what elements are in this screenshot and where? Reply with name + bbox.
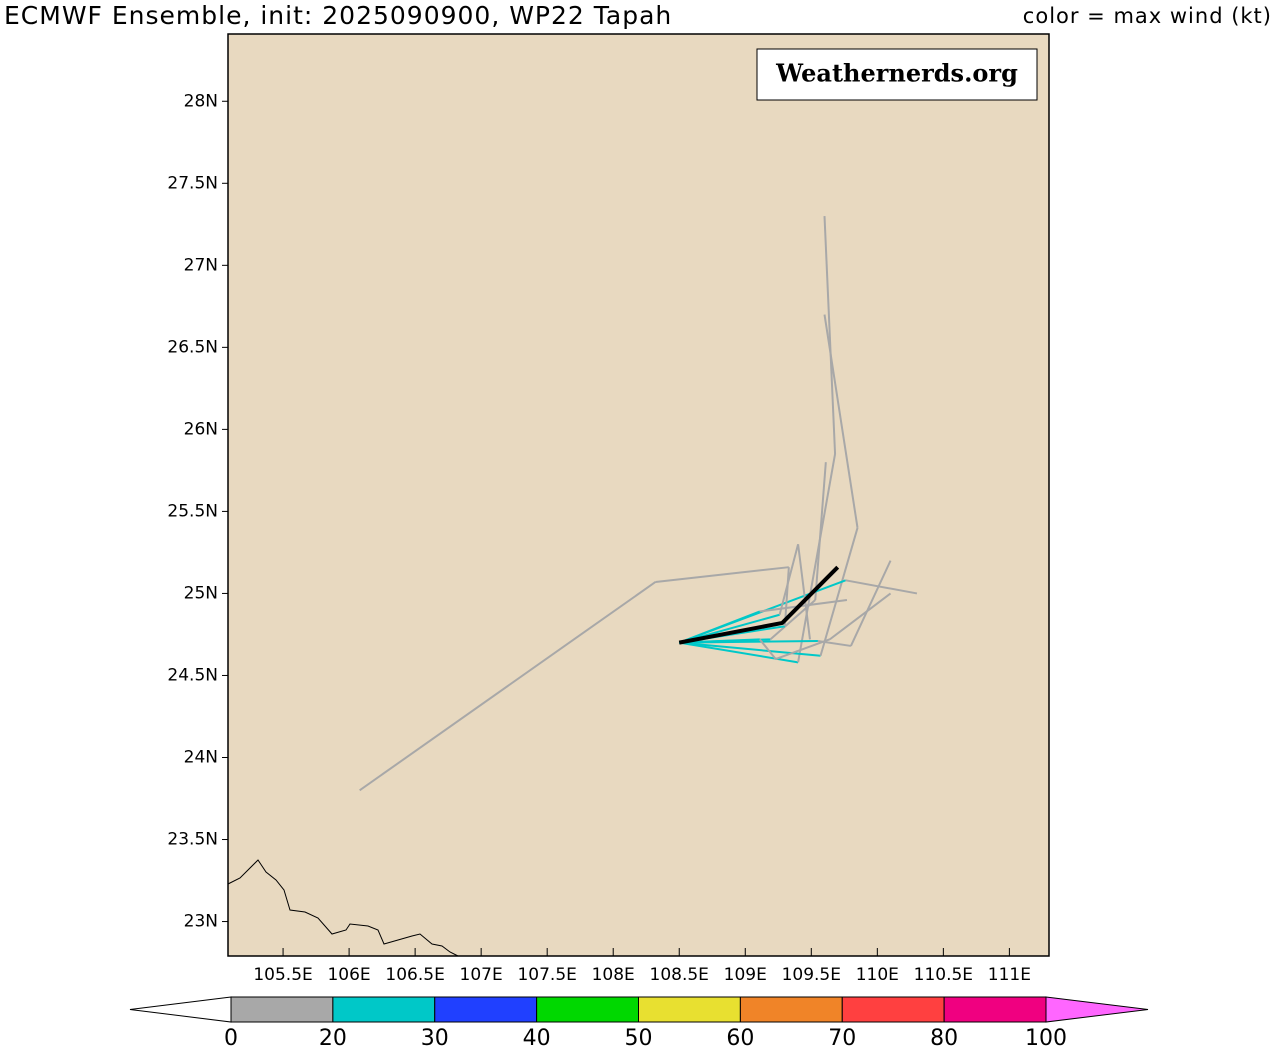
track-segment [850,560,892,647]
x-tick-label: 106.5E [385,965,444,985]
colorbar-label: 70 [828,1026,856,1051]
y-tick-label: 27N [184,255,218,275]
x-tick-label: 109E [724,965,767,985]
colorbar-label: 40 [523,1026,551,1051]
track-segment [759,638,777,660]
x-tick-label: 110E [856,965,899,985]
chart-title: ECMWF Ensemble, init: 2025090900, WP22 T… [4,1,672,30]
colorbar-label: 0 [224,1026,238,1051]
track-segment [679,641,821,657]
track-segment [769,599,816,641]
watermark-box [756,48,1038,101]
y-tick-label: 25N [184,583,218,603]
track-segment [823,216,837,455]
y-tick-label: 23N [184,912,218,932]
colorbar-label: 80 [930,1026,958,1051]
colorbar-label: 100 [1025,1026,1067,1051]
colorbar-bin [841,996,945,1023]
mean-track [678,565,840,645]
track-segment [797,453,837,663]
x-tick-label: 107E [460,965,503,985]
x-tick-label: 110.5E [914,965,973,985]
x-tick-label: 106E [327,965,370,985]
colorbar-label: 30 [421,1026,449,1051]
subtitle: color = max wind (kt) [1023,4,1272,28]
colorbar-bin [638,996,741,1023]
track-segment [797,544,811,640]
map-frame [227,33,1050,957]
track-segment [814,462,827,601]
border-line [227,859,459,957]
x-tick-label: 111E [988,965,1031,985]
colorbar-bin [434,996,538,1023]
colorbar-label: 50 [625,1026,653,1051]
watermark: Weathernerds.org [775,59,1018,88]
track-segment [819,527,859,657]
y-tick-label: 28N [184,91,218,111]
y-tick-label: 23.5N [167,830,218,850]
x-tick-label: 108.5E [650,965,709,985]
x-tick-label: 107.5E [517,965,576,985]
track-segment [759,599,848,613]
colorbar-over [1045,996,1149,1023]
track-segment [678,610,761,644]
track-segment [655,566,789,583]
colorbar-bin [943,996,1047,1023]
y-tick-label: 26.5N [167,337,218,357]
colorbar-label: 60 [726,1026,754,1051]
x-tick-label: 109.5E [782,965,841,985]
colorbar-bin [230,996,334,1023]
colorbar-bin [536,996,639,1023]
track-segment [783,567,790,627]
y-tick-label: 25.5N [167,501,218,521]
y-tick-label: 24.5N [167,665,218,685]
x-tick-label: 108E [592,965,635,985]
track-segment [359,581,657,792]
colorbar-under [129,996,232,1023]
track-segment [829,592,892,641]
x-tick-label: 105.5E [253,965,312,985]
y-tick-label: 26N [184,419,218,439]
map-area [228,34,1049,956]
colorbar-bin [332,996,436,1023]
track-segment [823,314,859,528]
colorbar-bin [739,996,843,1023]
track-segment [845,579,918,595]
track-segment [775,638,831,660]
colorbar-label: 20 [319,1026,347,1051]
y-tick-label: 24N [184,747,218,767]
y-tick-label: 27.5N [167,173,218,193]
